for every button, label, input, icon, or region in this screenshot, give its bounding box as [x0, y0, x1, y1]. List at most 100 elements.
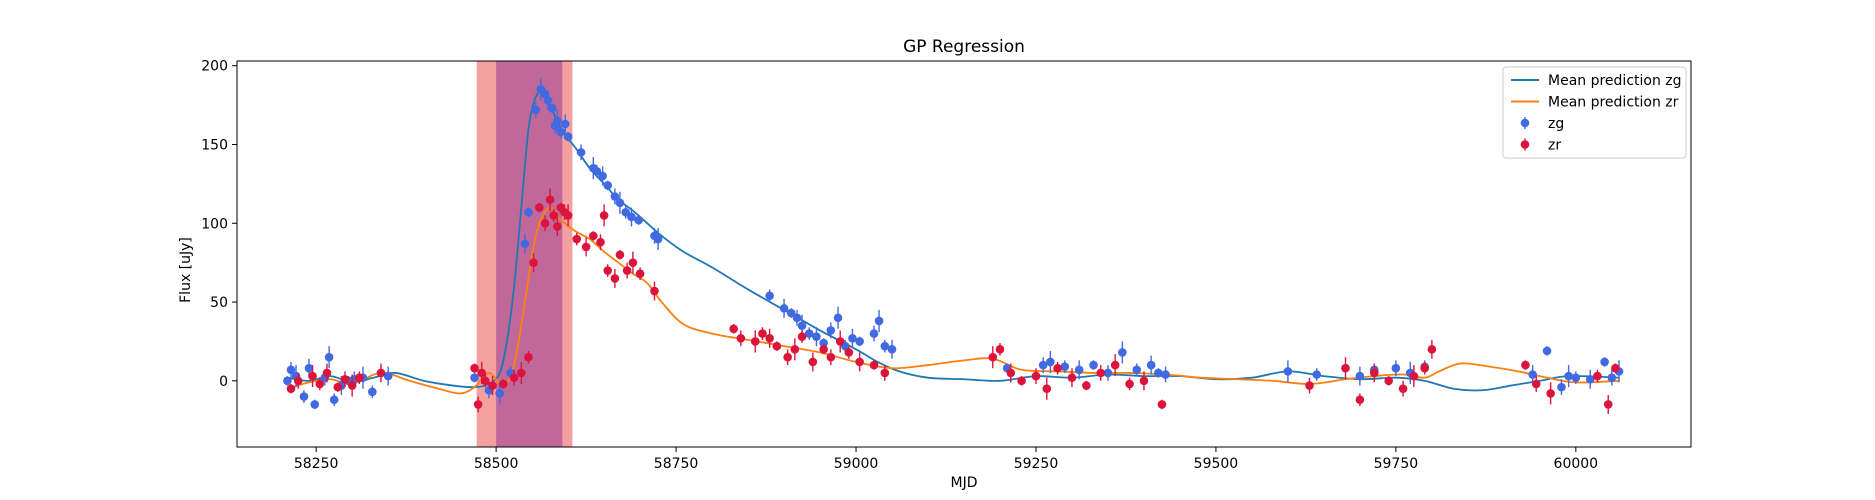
point-zr [549, 211, 559, 220]
point-zr [783, 352, 792, 362]
point-zr [1369, 368, 1379, 378]
point-zr [535, 203, 544, 212]
point-zg [560, 119, 570, 129]
point-zg [520, 239, 530, 249]
point-zg [576, 148, 586, 157]
x-tick-label: 59500 [1194, 456, 1239, 472]
point-zr [347, 381, 357, 390]
point-zr [765, 333, 774, 343]
point-zr [1017, 376, 1026, 386]
point-zr [589, 231, 598, 241]
legend-label: zg [1548, 116, 1564, 132]
legend-label: zr [1548, 138, 1561, 154]
point-zr [1384, 376, 1393, 386]
point-zr [473, 400, 483, 409]
point-zg [634, 215, 643, 225]
legend-label: Mean prediction zr [1548, 95, 1679, 111]
point-zr [308, 371, 317, 381]
point-zg [1391, 363, 1401, 373]
point-zg [1528, 370, 1537, 379]
point-zr [355, 373, 364, 382]
point-zg [383, 371, 393, 381]
point-zg [1355, 371, 1365, 381]
point-zr [995, 345, 1005, 354]
point-zr [293, 376, 303, 386]
point-zg [310, 400, 320, 409]
point-zr [772, 341, 782, 351]
plot-area: 58250 58500 58750 59000 59250 59500 59750 60000… [201, 59, 1692, 472]
point-zr [1157, 400, 1167, 409]
point-zr [333, 382, 343, 392]
point-zr [596, 237, 605, 247]
point-zg [869, 329, 879, 338]
point-zr [855, 357, 864, 367]
chart-title: GP Regression [903, 37, 1025, 57]
point-zr [286, 384, 296, 394]
point-zr [1341, 363, 1350, 373]
point-zr [869, 360, 879, 370]
point-zg [1146, 360, 1156, 370]
x-tick-label: 59000 [834, 456, 879, 472]
point-zg [1557, 382, 1566, 392]
point-zr [1096, 368, 1106, 378]
point-zr [470, 363, 479, 373]
point-zg [1585, 374, 1595, 384]
point-zr [758, 329, 767, 338]
point-zr [844, 348, 854, 357]
point-zg [1154, 368, 1163, 378]
point-zg [1046, 357, 1055, 367]
point-zr [622, 266, 632, 275]
point-zr [1420, 363, 1429, 373]
point-zr [499, 379, 508, 389]
point-zr [797, 332, 807, 342]
x-axis-label: MJD [951, 475, 978, 491]
y-tick-label: 100 [201, 216, 228, 232]
point-zg [880, 341, 890, 351]
point-zg [592, 166, 602, 176]
point-zr [650, 286, 659, 296]
point-zg [1607, 373, 1617, 382]
y-axis-label: Flux [uJy] [178, 237, 194, 303]
point-zg [553, 116, 562, 126]
point-zg [1038, 360, 1048, 370]
point-zg [615, 198, 625, 208]
point-zg [826, 326, 836, 335]
point-zr [1409, 371, 1419, 381]
point-zr [1110, 360, 1120, 370]
point-zg [1132, 365, 1142, 375]
legend-swatch-marker [1520, 140, 1530, 149]
point-zr [628, 258, 638, 267]
point-zr [819, 345, 828, 354]
point-zg [833, 313, 843, 323]
point-zr [1611, 363, 1620, 373]
point-zg [299, 392, 309, 401]
point-zr [540, 218, 550, 228]
point-zg [1542, 346, 1552, 356]
point-zr [563, 211, 573, 220]
point-zg [1161, 370, 1170, 379]
point-zr [1355, 395, 1365, 405]
point-zr [835, 337, 845, 346]
point-zr [790, 345, 800, 354]
point-zg [1564, 371, 1573, 381]
point-zg [1060, 362, 1070, 371]
point-zr [1125, 379, 1134, 389]
point-zr [988, 352, 998, 362]
point-zr [729, 324, 738, 334]
point-zg [1074, 365, 1084, 375]
point-zr [808, 357, 818, 367]
point-zr [1042, 384, 1052, 394]
point-zr [553, 222, 562, 231]
point-zr [603, 266, 612, 275]
point-zr [524, 352, 533, 362]
point-zr [1031, 371, 1041, 381]
point-zr [1398, 384, 1408, 394]
point-zg [531, 105, 541, 115]
point-zg [286, 365, 296, 375]
point-zg [819, 338, 828, 348]
point-zr [529, 258, 538, 267]
point-zr [1427, 345, 1437, 354]
x-tick-label: 59750 [1374, 456, 1419, 472]
point-zr [1593, 371, 1602, 381]
point-zg [543, 96, 553, 105]
